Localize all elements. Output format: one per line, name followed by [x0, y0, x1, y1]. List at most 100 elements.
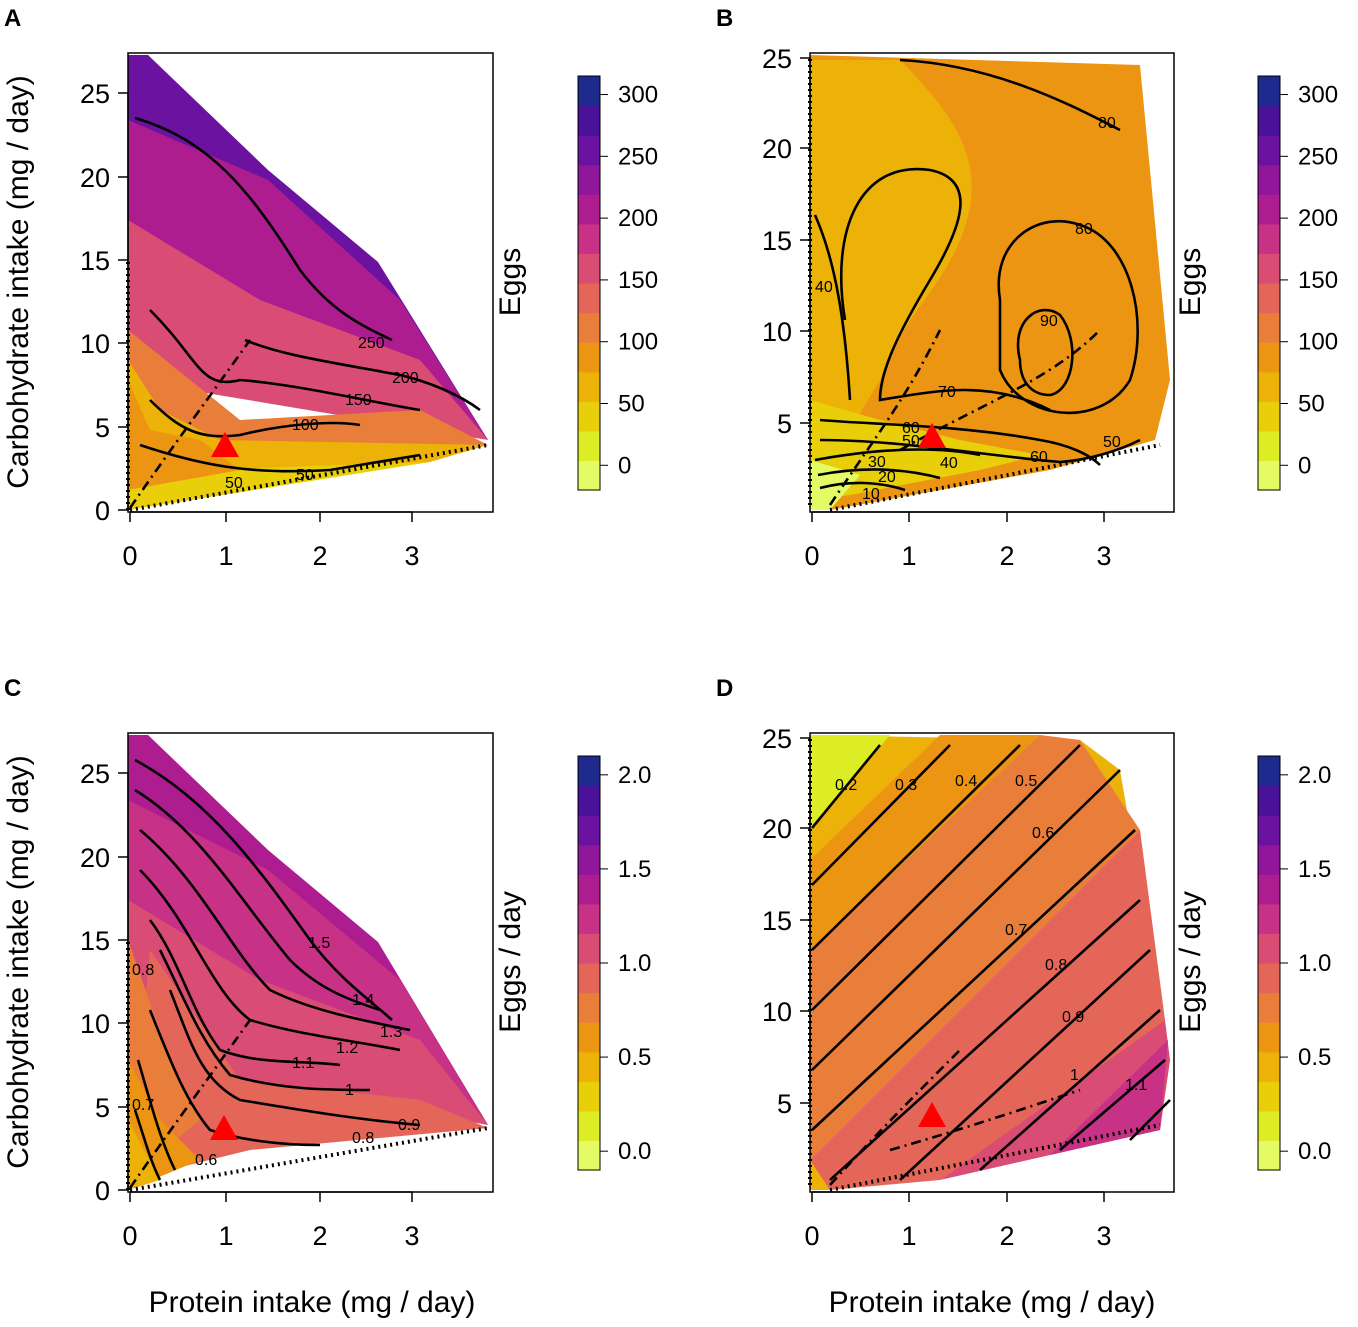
contour-a-250 [134, 116, 393, 342]
colorbar-swatch [1258, 164, 1280, 195]
contour-label-a-2: 150 [345, 392, 372, 409]
y-tick-a-3: 15 [80, 246, 110, 276]
contour-label-b-4: 70 [938, 384, 956, 401]
contour-label-c-7: 0.8 [352, 1130, 374, 1147]
colorbar-swatch [578, 430, 600, 462]
contour-label-a-3: 100 [292, 417, 319, 434]
contour-label-c-1: 1.4 [352, 992, 374, 1009]
x-axis-c [129, 1191, 413, 1202]
contour-a-100 [149, 399, 361, 438]
colorbar-title-b: Eggs [1174, 248, 1207, 316]
y-tick-c-1: 5 [95, 1093, 110, 1123]
contour-label-b-0: 80 [1098, 115, 1116, 132]
colorbar-swatch [1258, 194, 1280, 225]
contour-label-b-5: 60 [902, 420, 920, 437]
colorbar-swatch [1258, 844, 1280, 875]
region-a-floor [128, 440, 430, 510]
colorbar-swatch [1258, 135, 1280, 166]
panel-d: D Protein intake (mg / day) [716, 675, 1331, 1319]
colorbar-a: 0 50 100 150 200 250 300 [577, 75, 658, 491]
contour-label-b-9: 20 [878, 469, 896, 486]
colorbar-swatch [1258, 963, 1280, 994]
contour-labels-a: 250 200 150 100 50 50 [225, 335, 419, 492]
colorbar-swatch [578, 1110, 600, 1142]
panel-letter-c: C [4, 675, 21, 702]
colorbar-swatch [1258, 1140, 1280, 1171]
contour-d-ray2 [889, 1088, 1081, 1152]
contour-label-c-2: 1.3 [380, 1024, 402, 1041]
y-tick-b-3: 20 [762, 134, 792, 164]
optimum-marker-d [918, 1102, 946, 1127]
colorbar-tick-label: 0.5 [1298, 1044, 1331, 1071]
y-axis-b [800, 57, 811, 424]
colorbar-tick-label: 2.0 [1298, 762, 1331, 789]
contour-label-c-6: 0.9 [398, 1117, 420, 1134]
colorbar-tick-label: 100 [1298, 329, 1338, 356]
colorbar-tick-label: 2.0 [618, 762, 651, 789]
colorbar-tick-label: 0 [1298, 452, 1311, 479]
x-axis-d [811, 1191, 1105, 1202]
y-tick-c-3: 15 [80, 926, 110, 956]
colorbar-swatch [578, 1081, 600, 1112]
colorbar-swatch [1258, 76, 1280, 107]
colorbar-title-a: Eggs [494, 248, 527, 316]
colorbar-swatch [1258, 342, 1280, 373]
colorbar-swatch [1258, 371, 1280, 402]
contour-label-b-11: 50 [1103, 434, 1121, 451]
colorbar-tick-label: 0.0 [618, 1138, 651, 1165]
colorbar-frame [1257, 75, 1281, 491]
panel-letter-a: A [4, 5, 21, 32]
optimum-marker-b [918, 423, 946, 448]
x-tick-b-2: 2 [999, 541, 1014, 571]
contour-d-edge [808, 735, 1161, 1192]
colorbar-tick-label: 0.5 [618, 1044, 651, 1071]
contour-labels-c: 1.5 1.4 1.3 1.2 1.1 1 0.9 0.8 0.8 0.7 0.… [132, 935, 420, 1169]
colorbar-swatch [1258, 815, 1280, 846]
contour-labels-d: 0.2 0.3 0.4 0.5 0.6 0.7 0.8 0.9 1 1.1 [835, 773, 1147, 1094]
panel-a: A Carbohydrate intake (mg / day) 250 200… [2, 5, 658, 571]
colorbar-tick-label: 1.0 [618, 950, 651, 977]
contour-label-d-7: 0.9 [1062, 1009, 1084, 1026]
contours-b [808, 55, 1161, 512]
y-axis-d [800, 737, 811, 1104]
colorbar-b: 0 50 100 150 200 250 300 [1257, 75, 1338, 491]
contour-b-30 [814, 448, 981, 462]
x-axis-a [129, 511, 413, 522]
colorbar-swatch [1258, 992, 1280, 1023]
y-tick-d-2: 15 [762, 906, 792, 936]
region-a-mid [128, 220, 488, 440]
panel-letter-d: D [716, 675, 733, 702]
y-axis-c [118, 772, 129, 1191]
y-tick-c-2: 10 [80, 1009, 110, 1039]
colorbar-swatch [1258, 1081, 1280, 1112]
colorbar-swatch [578, 194, 600, 225]
y-tick-b-4: 25 [762, 44, 792, 74]
contour-label-d-6: 0.8 [1045, 957, 1067, 974]
contour-label-d-3: 0.5 [1015, 773, 1037, 790]
contour-label-b-2: 90 [1040, 313, 1058, 330]
contour-label-d-4: 0.6 [1032, 825, 1054, 842]
colorbar-swatch [578, 342, 600, 373]
contour-label-a-0: 250 [358, 335, 385, 352]
contour-label-a-1: 200 [392, 370, 419, 387]
colorbar-swatch [1258, 460, 1280, 491]
contours-d [808, 735, 1171, 1192]
colorbar-tick-label: 300 [1298, 82, 1338, 109]
y-axis-title-a: Carbohydrate intake (mg / day) [2, 75, 35, 489]
contour-label-d-8: 1 [1070, 1067, 1079, 1084]
y-tick-a-4: 20 [80, 163, 110, 193]
colorbar-swatch [578, 844, 600, 875]
contours-a [126, 116, 489, 512]
y-tick-b-1: 10 [762, 317, 792, 347]
x-tick-d-0: 0 [804, 1221, 819, 1251]
y-tick-a-5: 25 [80, 79, 110, 109]
contour-b-40 [813, 214, 852, 401]
region-b-yellow-band [810, 60, 972, 470]
panel-letter-b: B [716, 5, 733, 32]
contour-label-b-6: 50 [902, 433, 920, 450]
contour-label-c-3: 1.2 [336, 1040, 358, 1057]
colorbar-swatch [578, 371, 600, 402]
colorbar-swatch [578, 460, 600, 491]
x-tick-c-2: 2 [312, 1221, 327, 1251]
